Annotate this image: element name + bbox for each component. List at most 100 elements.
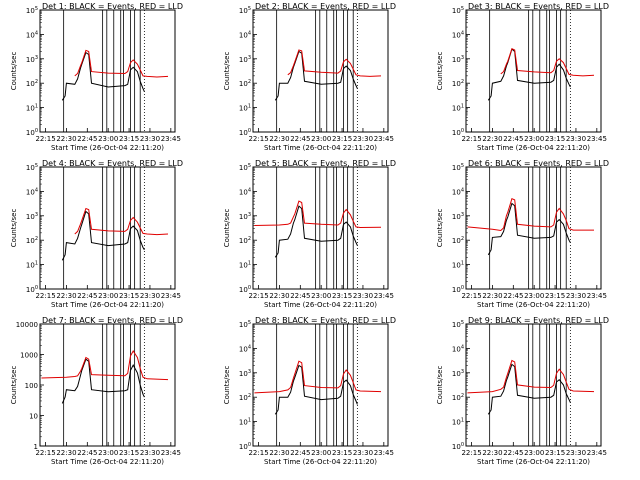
x-axis-title: Start Time (26-Oct-04 22:11:20) bbox=[264, 458, 377, 466]
series-line-lld bbox=[467, 359, 595, 394]
x-tick-label: 23:45 bbox=[374, 449, 394, 457]
y-axis-title: Counts/sec bbox=[436, 209, 444, 248]
y-tick-label: 103 bbox=[26, 212, 38, 221]
chart-title: Det 7: BLACK = Events, RED = LLD bbox=[42, 316, 183, 325]
y-tick-label: 105 bbox=[239, 6, 251, 15]
x-tick-label: 23:15 bbox=[119, 292, 139, 300]
series-line-lld bbox=[254, 360, 382, 394]
chart-title: Det 2: BLACK = Events, RED = LLD bbox=[255, 2, 396, 11]
series-line-events bbox=[274, 205, 358, 258]
y-tick-label: 1000 bbox=[20, 352, 38, 360]
x-tick-label: 22:45 bbox=[503, 292, 523, 300]
y-tick-label: 104 bbox=[239, 344, 251, 353]
x-tick-label: 23:30 bbox=[353, 292, 373, 300]
y-tick-label: 104 bbox=[452, 187, 464, 196]
series-line-lld bbox=[287, 49, 382, 77]
y-tick-label: 10000 bbox=[16, 321, 38, 329]
y-tick-label: 100 bbox=[26, 285, 38, 294]
x-tick-label: 22:30 bbox=[482, 292, 502, 300]
y-axis-title: Counts/sec bbox=[223, 209, 231, 248]
x-tick-label: 23:00 bbox=[311, 135, 331, 143]
chart-title: Det 3: BLACK = Events, RED = LLD bbox=[468, 2, 609, 11]
series-line-events bbox=[274, 364, 358, 415]
y-tick-label: 104 bbox=[452, 30, 464, 39]
y-tick-label: 104 bbox=[239, 30, 251, 39]
x-axis-title: Start Time (26-Oct-04 22:11:20) bbox=[51, 458, 164, 466]
x-tick-label: 22:15 bbox=[35, 449, 55, 457]
series-line-lld bbox=[500, 48, 595, 77]
y-tick-label: 100 bbox=[26, 128, 38, 137]
x-tick-label: 22:15 bbox=[461, 292, 481, 300]
x-tick-label: 23:00 bbox=[98, 292, 118, 300]
y-tick-label: 101 bbox=[452, 261, 464, 270]
x-tick-label: 23:45 bbox=[161, 135, 181, 143]
x-axis-title: Start Time (26-Oct-04 22:11:20) bbox=[51, 301, 164, 309]
plot-frame bbox=[465, 9, 602, 133]
x-tick-label: 23:00 bbox=[524, 292, 544, 300]
y-tick-label: 101 bbox=[239, 418, 251, 427]
x-tick-label: 22:30 bbox=[56, 135, 76, 143]
x-tick-label: 22:15 bbox=[461, 135, 481, 143]
plot-frame bbox=[252, 9, 389, 133]
x-tick-label: 23:45 bbox=[161, 449, 181, 457]
x-tick-label: 22:30 bbox=[482, 135, 502, 143]
y-tick-label: 100 bbox=[239, 128, 251, 137]
x-axis-title: Start Time (26-Oct-04 22:11:20) bbox=[51, 144, 164, 152]
y-tick-label: 101 bbox=[452, 418, 464, 427]
series-line-events bbox=[487, 202, 571, 256]
x-tick-label: 23:45 bbox=[587, 449, 607, 457]
chart-title: Det 6: BLACK = Events, RED = LLD bbox=[468, 159, 609, 168]
plot-frame bbox=[252, 166, 389, 290]
y-tick-label: 102 bbox=[452, 236, 464, 245]
y-tick-label: 101 bbox=[26, 104, 38, 113]
y-tick-label: 104 bbox=[26, 187, 38, 196]
series-line-events bbox=[61, 210, 145, 261]
y-tick-label: 103 bbox=[452, 369, 464, 378]
x-tick-label: 23:00 bbox=[311, 292, 331, 300]
x-tick-label: 22:30 bbox=[269, 292, 289, 300]
y-tick-label: 104 bbox=[26, 30, 38, 39]
x-tick-label: 22:30 bbox=[56, 292, 76, 300]
x-tick-label: 22:30 bbox=[269, 135, 289, 143]
x-tick-label: 23:45 bbox=[587, 292, 607, 300]
series-line-events bbox=[61, 51, 145, 101]
y-axis-title: Counts/sec bbox=[223, 366, 231, 405]
x-tick-label: 23:00 bbox=[311, 449, 331, 457]
x-tick-label: 22:30 bbox=[482, 449, 502, 457]
series-line-lld bbox=[41, 350, 169, 381]
y-tick-label: 101 bbox=[452, 104, 464, 113]
x-tick-label: 22:30 bbox=[56, 449, 76, 457]
x-tick-label: 23:15 bbox=[545, 135, 565, 143]
x-tick-label: 23:15 bbox=[332, 292, 352, 300]
x-tick-label: 22:30 bbox=[269, 449, 289, 457]
chart-title: Det 8: BLACK = Events, RED = LLD bbox=[255, 316, 396, 325]
y-tick-label: 102 bbox=[26, 79, 38, 88]
x-tick-label: 23:15 bbox=[545, 449, 565, 457]
y-tick-label: 103 bbox=[239, 369, 251, 378]
x-tick-label: 22:45 bbox=[77, 449, 97, 457]
y-tick-label: 100 bbox=[239, 285, 251, 294]
y-tick-label: 102 bbox=[452, 393, 464, 402]
y-tick-label: 103 bbox=[452, 55, 464, 64]
x-axis-title: Start Time (26-Oct-04 22:11:20) bbox=[264, 144, 377, 152]
y-tick-label: 101 bbox=[26, 261, 38, 270]
x-axis-title: Start Time (26-Oct-04 22:11:20) bbox=[264, 301, 377, 309]
chart-panel-3: Det 3: BLACK = Events, RED = LLD 22:15 22:… bbox=[436, 2, 609, 152]
y-tick-label: 105 bbox=[239, 163, 251, 172]
y-tick-label: 100 bbox=[452, 442, 464, 451]
series-line-events bbox=[487, 48, 571, 101]
chart-title: Det 5: BLACK = Events, RED = LLD bbox=[255, 159, 396, 168]
y-tick-label: 103 bbox=[26, 55, 38, 64]
x-tick-label: 23:30 bbox=[353, 135, 373, 143]
x-tick-label: 22:45 bbox=[290, 135, 310, 143]
x-tick-label: 23:15 bbox=[545, 292, 565, 300]
x-tick-label: 23:00 bbox=[98, 449, 118, 457]
y-axis-title: Counts/sec bbox=[10, 209, 18, 248]
plot-frame bbox=[39, 166, 176, 290]
